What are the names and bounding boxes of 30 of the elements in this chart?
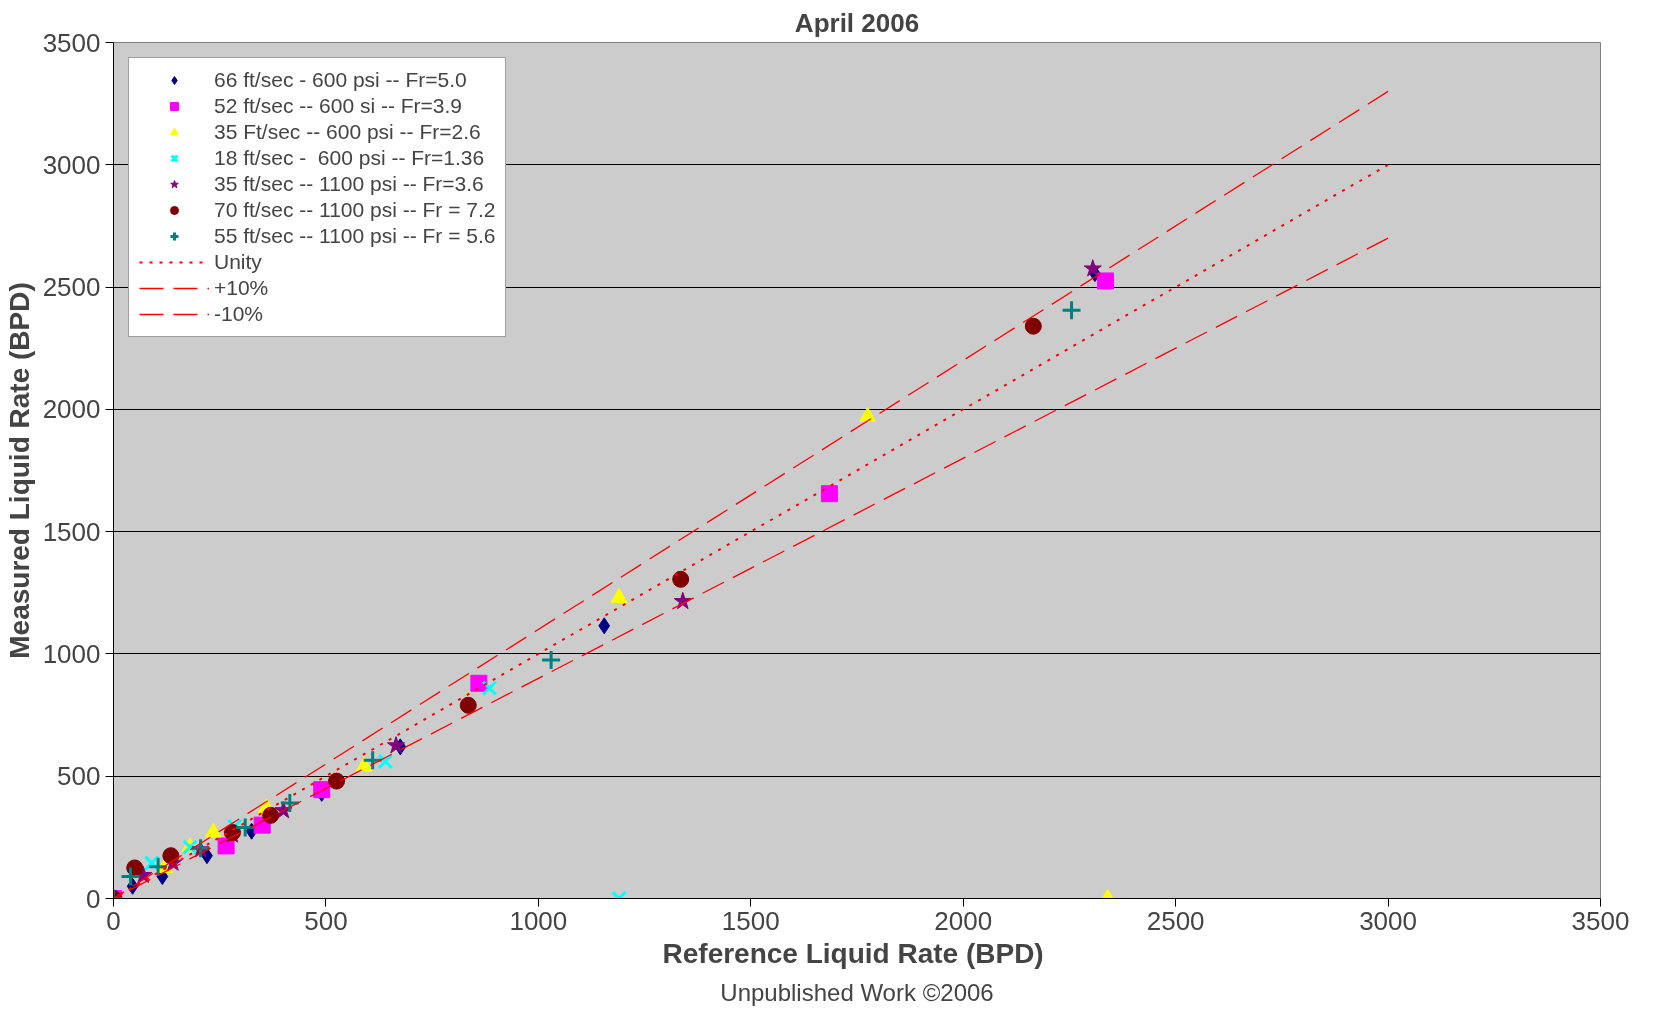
- y-tick-label: 1000: [42, 638, 101, 669]
- y-tick-label: 3500: [42, 27, 101, 58]
- legend-label: 55 ft/sec -- 1100 psi -- Fr = 5.6: [214, 224, 496, 248]
- x-tick-label: 2000: [934, 905, 993, 936]
- y-tick-label: 1500: [42, 516, 101, 547]
- legend-label: -10%: [214, 302, 264, 326]
- legend-label: Unity: [214, 250, 262, 274]
- legend-label: 66 ft/sec - 600 psi -- Fr=5.0: [214, 68, 467, 92]
- text: Unpublished Work ©2006: [720, 978, 994, 1006]
- legend-label: 18 ft/sec - 600 psi -- Fr=1.36: [214, 146, 485, 170]
- y-axis-title: Measured Liquid Rate (BPD): [3, 282, 35, 659]
- x-tick-label: 500: [304, 905, 348, 936]
- x-tick-label: 0: [106, 905, 121, 936]
- legend-label: 35 Ft/sec -- 600 psi -- Fr=2.6: [214, 120, 481, 144]
- x-axis-title: Reference Liquid Rate (BPD): [662, 937, 1044, 969]
- x-tick-label: 3500: [1571, 905, 1630, 936]
- x-tick-label: 1000: [509, 905, 568, 936]
- y-tick-label: 0: [86, 883, 101, 914]
- chart-title: April 2006: [794, 7, 920, 38]
- y-tick-label: 500: [57, 761, 101, 792]
- y-tick-label: 2000: [42, 394, 101, 425]
- x-tick-label: 3000: [1359, 905, 1417, 936]
- y-tick-label: 2500: [42, 272, 101, 303]
- legend-label: 35 ft/sec -- 1100 psi -- Fr=3.6: [214, 172, 484, 196]
- y-tick-label: 3000: [42, 149, 101, 180]
- legend-label: 70 ft/sec -- 1100 psi -- Fr = 7.2: [214, 198, 496, 222]
- legend-label: +10%: [214, 276, 269, 300]
- x-tick-label: 1500: [721, 905, 780, 936]
- x-tick-label: 2500: [1146, 905, 1205, 936]
- legend-label: 52 ft/sec -- 600 si -- Fr=3.9: [214, 94, 463, 118]
